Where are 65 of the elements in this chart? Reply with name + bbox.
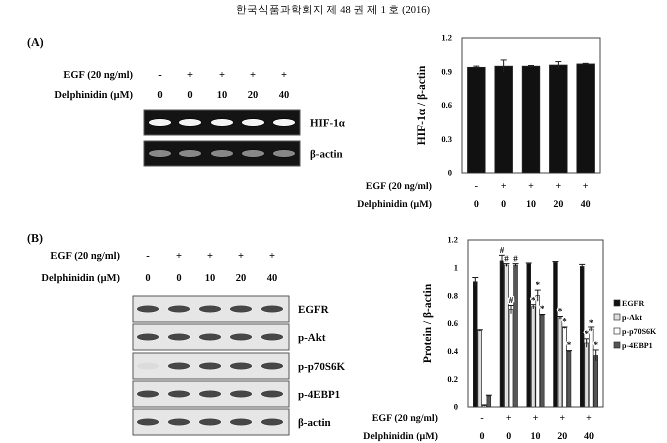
annotation: * [536, 280, 541, 290]
legend-label: EGFR [622, 299, 644, 308]
category-label: + 0 [187, 70, 194, 101]
annotation: * [562, 316, 568, 326]
text: (B) [27, 231, 43, 245]
y-axis-title: Protein / β-actin [422, 283, 434, 364]
x-tick-label: + 10 [526, 181, 536, 210]
text: EGFR [298, 304, 330, 316]
x-tick-label: + 10 [530, 413, 540, 442]
y-tick-label: 0.6 [447, 318, 458, 328]
category-label: + 0 [176, 251, 182, 284]
x-tick-label: - 0 [474, 181, 479, 210]
annotation: # [513, 253, 518, 264]
text: EGF (20 ng/ml) Delphinidin (μM) [41, 251, 121, 284]
legend-label: p-p70S6K [622, 327, 658, 336]
y-tick-label: 0.6 [441, 100, 452, 110]
text: HIF-1α [310, 118, 346, 130]
legend-label: p-Akt [622, 313, 642, 322]
annotation: * [566, 340, 572, 350]
category-label: + 20 [248, 70, 258, 101]
y-axis-title: HIF-1α / β-actin [416, 65, 428, 146]
text: β-actin [310, 148, 343, 160]
annotation: # [508, 295, 514, 306]
category-label: - 0 [157, 70, 163, 101]
annotation: * [530, 295, 536, 306]
text: β-actin [298, 417, 331, 429]
x-tick-label: + 40 [584, 413, 594, 442]
text: p-Akt [298, 332, 326, 344]
annotation: * [558, 306, 563, 316]
legend-label: p-4EBP1 [622, 341, 653, 350]
category-label: + 40 [266, 251, 278, 284]
text: (A) [27, 35, 44, 49]
y-tick-label: 0.3 [441, 134, 452, 144]
y-tick-label: 0.8 [447, 290, 458, 300]
annotation: * [540, 303, 546, 314]
category-label: + 20 [236, 251, 246, 284]
y-tick-label: 0 [454, 402, 458, 412]
x-tick-label: + 40 [580, 181, 591, 210]
text: EGF (20 ng/ml) Delphinidin (μM) [54, 70, 134, 101]
y-tick-label: 1 [454, 262, 458, 273]
y-tick-label: 0.4 [447, 346, 459, 356]
x-tick-label: + 20 [553, 181, 564, 210]
annotation: # [500, 244, 505, 255]
annotation: * [593, 340, 598, 350]
annotation: * [584, 328, 590, 338]
x-tick-label: - 0 [480, 413, 485, 442]
category-label: - 0 [145, 251, 151, 284]
y-tick-label: 1.2 [441, 32, 452, 43]
category-label: + 40 [278, 70, 290, 101]
x-axis-title: EGF (20 ng/ml) Delphinidin (μM) [357, 181, 432, 210]
x-tick-label: + 20 [557, 413, 568, 442]
y-tick-label: 1.2 [447, 234, 458, 245]
y-tick-label: 0.2 [447, 374, 458, 384]
x-tick-label: + 0 [506, 413, 512, 442]
category-label: + 10 [216, 70, 228, 101]
text: 한국식품과학회지 제 48 권 제 1 호 (2016) [236, 4, 431, 16]
annotation: # [504, 253, 510, 264]
text: p-4EBP1 [298, 389, 340, 401]
x-tick-label: + 0 [500, 181, 507, 210]
x-axis-title: EGF (20 ng/ml) Delphinidin (μM) [363, 413, 438, 442]
annotation: * [588, 317, 594, 328]
category-label: + 10 [204, 251, 216, 284]
text: p-p70S6K [298, 361, 346, 373]
y-tick-label: 0.9 [441, 66, 452, 76]
y-tick-label: 0 [448, 168, 452, 178]
